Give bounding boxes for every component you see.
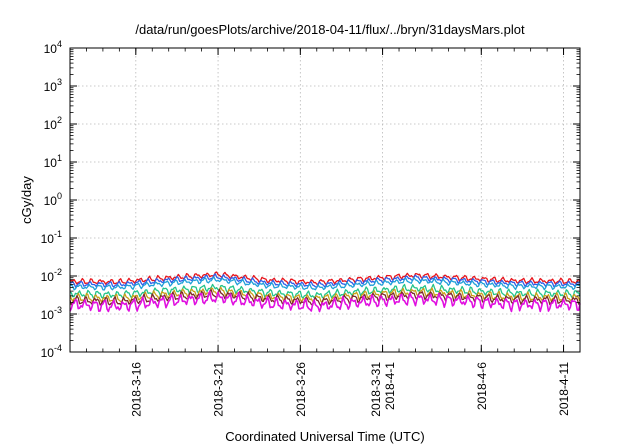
y-tick-label: 10-4	[41, 343, 62, 360]
plot-frame	[69, 47, 581, 353]
x-axis-label: Coordinated Universal Time (UTC)	[225, 429, 424, 444]
x-tick-label: 2018-4-1	[383, 362, 397, 410]
y-tick-label: 10-3	[41, 305, 62, 322]
x-tick-label: 2018-3-21	[212, 362, 226, 417]
y-tick-label: 100	[44, 191, 62, 208]
x-tick-label: 2018-3-26	[294, 362, 308, 417]
y-tick-label: 101	[44, 153, 62, 170]
series-line	[69, 283, 581, 299]
y-tick-label-exponent: -3	[54, 305, 62, 315]
ticks	[69, 47, 581, 353]
x-tick-label: 2018-3-31	[369, 362, 383, 417]
y-tick-label-exponent: 4	[57, 39, 62, 49]
chart-title: /data/run/goesPlots/archive/2018-04-11/f…	[135, 22, 525, 37]
series-line	[69, 276, 581, 291]
y-tick-label-base: 10	[41, 270, 55, 284]
y-tick-label: 102	[44, 115, 62, 132]
x-tick-label: 2018-4-11	[557, 362, 571, 416]
y-tick-label: 10-1	[41, 229, 62, 246]
y-tick-label-exponent: -1	[54, 229, 62, 239]
y-tick-label-base: 10	[44, 80, 58, 94]
y-tick-label-base: 10	[44, 194, 58, 208]
y-tick-label-exponent: 1	[57, 153, 62, 163]
y-tick-label: 103	[44, 77, 62, 94]
y-tick-label-exponent: -2	[54, 267, 62, 277]
y-tick-label-base: 10	[44, 42, 58, 56]
y-tick-label-exponent: 0	[57, 191, 62, 201]
y-tick-label: 10-2	[41, 267, 62, 284]
x-tick-label: 2018-3-16	[129, 362, 143, 417]
y-tick-label: 104	[44, 39, 62, 56]
series-line	[69, 288, 581, 307]
y-tick-label-exponent: 3	[57, 77, 62, 87]
y-tick-label-base: 10	[44, 156, 58, 170]
x-tick-labels: 2018-3-16 2018-3-21 2018-3-26 2018-3-31 2018…	[129, 362, 571, 417]
y-tick-label-exponent: 2	[57, 115, 62, 125]
y-tick-label-base: 10	[44, 118, 58, 132]
y-tick-label-base: 10	[41, 232, 55, 246]
series-line	[69, 286, 581, 305]
y-tick-label-base: 10	[41, 346, 55, 360]
series-line	[69, 290, 581, 313]
x-tick-label: 2018-4-6	[475, 362, 489, 410]
y-tick-label-exponent: -4	[54, 343, 62, 353]
y-tick-label-base: 10	[41, 308, 55, 322]
series-group	[69, 271, 581, 313]
y-axis-label: cGy/day	[19, 176, 34, 224]
